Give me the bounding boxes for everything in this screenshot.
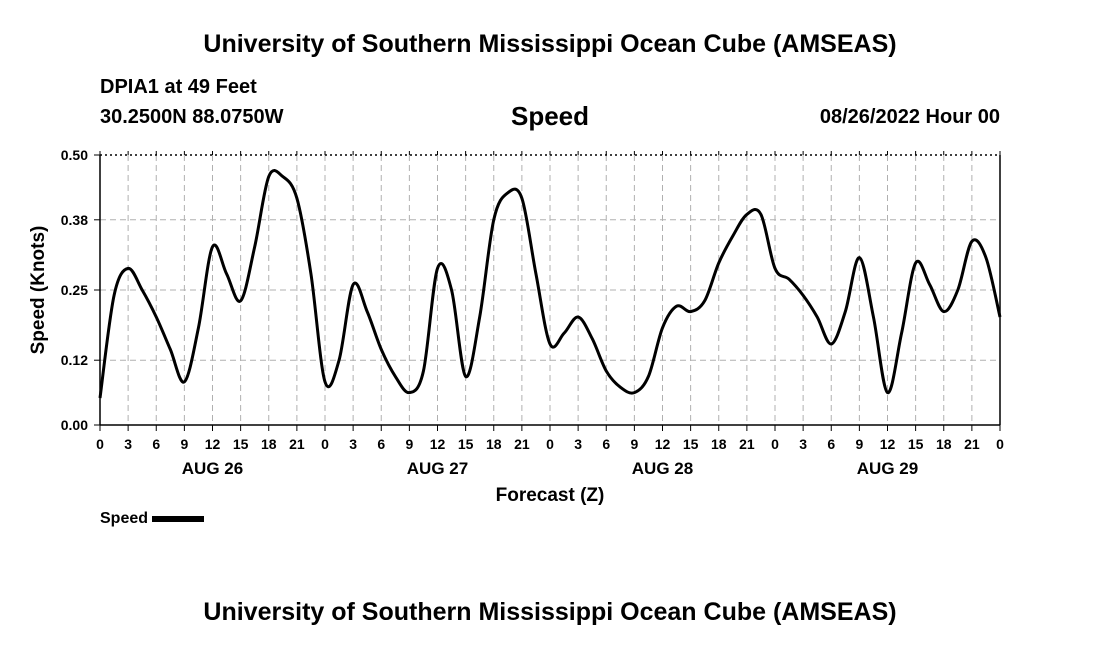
page-title: University of Southern Mississippi Ocean…	[203, 30, 897, 58]
x-tick-label: 3	[799, 436, 807, 452]
x-tick-label: 18	[486, 436, 502, 452]
legend-swatch	[152, 516, 205, 522]
x-tick-label: 12	[205, 436, 221, 452]
x-tick-label: 0	[996, 436, 1004, 452]
x-tick-label: 6	[827, 436, 835, 452]
legend-label: Speed	[100, 510, 149, 527]
x-tick-label: 18	[936, 436, 952, 452]
x-tick-label: 6	[152, 436, 160, 452]
day-label: AUG 26	[182, 459, 243, 478]
y-tick-label: 0.00	[61, 417, 88, 433]
x-tick-label: 18	[261, 436, 277, 452]
x-tick-label: 15	[458, 436, 474, 452]
x-tick-label: 6	[602, 436, 610, 452]
x-tick-label: 21	[289, 436, 305, 452]
chart-title: Speed	[510, 101, 590, 131]
x-tick-label: 9	[630, 436, 638, 452]
x-tick-label: 0	[96, 436, 104, 452]
station-label: DPIA1 at 49 Feet	[100, 76, 257, 98]
series-line-speed	[98, 169, 1002, 399]
x-tick-label: 3	[574, 436, 582, 452]
x-tick-label: 15	[908, 436, 924, 452]
x-tick-label: 0	[321, 436, 329, 452]
y-axis-label: Speed (Knots)	[28, 226, 49, 355]
speed-chart: 0 3 6 9 12 15 18 21 0 3 6 9 12 15 18 21 0 3 6 9 12 15 18 21 0 3 6 9…	[28, 147, 1004, 506]
x-tick-label: 21	[964, 436, 980, 452]
x-tick-label: 21	[514, 436, 530, 452]
x-tick-label: 9	[855, 436, 863, 452]
x-tick-label: 9	[405, 436, 413, 452]
y-tick-label: 0.12	[61, 352, 88, 368]
day-label: AUG 28	[632, 459, 693, 478]
x-tick-label: 0	[546, 436, 554, 452]
forecast-datetime: 08/26/2022 Hour 00	[819, 106, 1000, 128]
day-label: AUG 29	[857, 459, 918, 478]
x-tick-label: 21	[739, 436, 755, 452]
coordinates-label: 30.2500N 88.0750W	[100, 106, 284, 128]
y-tick-label: 0.50	[61, 147, 88, 163]
x-tick-label: 9	[180, 436, 188, 452]
day-label: AUG 27	[407, 459, 468, 478]
x-tick-label: 18	[711, 436, 727, 452]
x-tick-label: 12	[880, 436, 896, 452]
y-tick-label: 0.25	[61, 282, 88, 298]
x-tick-label: 0	[771, 436, 779, 452]
x-tick-label: 15	[233, 436, 249, 452]
x-tick-label: 3	[124, 436, 132, 452]
legend: Speed	[100, 510, 205, 528]
y-tick-label: 0.38	[61, 212, 88, 228]
footer-title: University of Southern Mississippi Ocean…	[203, 598, 897, 626]
x-tick-label: 15	[683, 436, 699, 452]
x-tick-label: 12	[430, 436, 446, 452]
x-tick-label: 12	[655, 436, 671, 452]
x-axis-label: Forecast (Z)	[496, 485, 605, 506]
x-tick-label: 6	[377, 436, 385, 452]
x-tick-label: 3	[349, 436, 357, 452]
